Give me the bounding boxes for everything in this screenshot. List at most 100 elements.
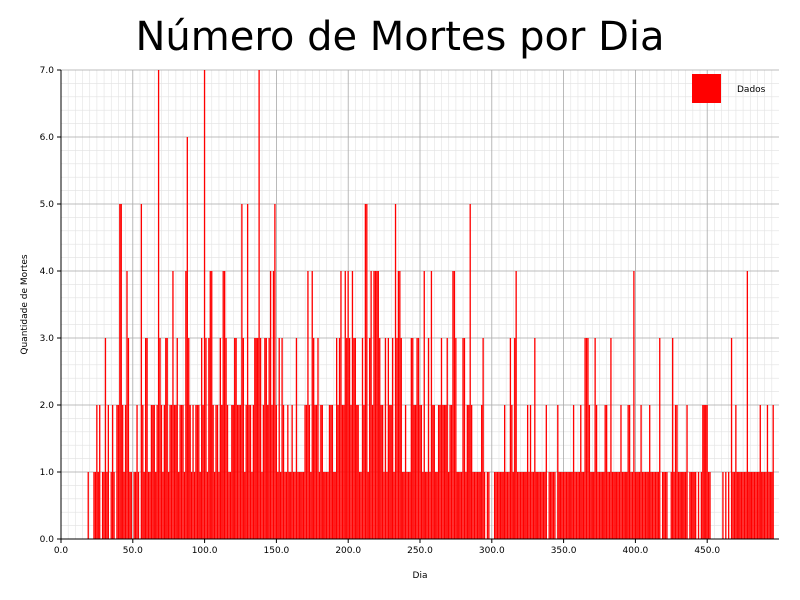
bar [113,472,115,539]
bar [300,472,302,539]
bar [432,405,434,539]
bar [481,405,483,539]
bar [758,472,760,539]
bar [323,472,325,539]
bar [298,472,300,539]
bar [369,338,371,539]
bar [541,472,543,539]
bar [264,338,266,539]
bar [595,405,598,539]
bar [348,338,351,539]
bar [473,472,476,539]
bar [87,472,89,539]
bar [393,472,395,539]
y-tick-label: 3.0 [40,334,55,344]
bar [498,472,500,539]
bar [387,338,390,539]
bar [643,472,645,539]
bar [574,472,576,539]
bar [96,405,98,539]
bar [103,472,105,539]
bar [582,472,585,539]
bar [684,472,687,539]
bar [529,405,532,539]
bar [353,338,355,539]
bar [613,472,615,539]
bar [683,472,685,539]
bar [358,472,361,539]
bar [627,405,629,539]
bar [459,472,461,539]
bar [216,405,219,539]
bar [620,405,622,539]
bar [686,405,688,539]
bar [104,338,107,539]
bar [313,338,315,539]
bar [515,271,517,539]
bar [257,338,259,539]
bar [178,472,180,539]
bar [295,338,298,539]
bar [508,472,510,539]
bar [406,472,408,539]
bar [143,472,145,539]
bar [376,271,378,539]
bar [145,338,147,539]
bar [111,405,114,539]
bar [133,472,135,539]
bar [493,472,496,539]
bar [478,472,480,539]
x-tick-label: 150.0 [264,546,290,556]
bar [185,271,187,539]
bar [314,405,316,539]
bar [621,472,624,539]
bar [577,472,579,539]
bar [119,204,121,539]
bar [278,338,280,539]
bar [338,338,341,539]
bar [568,472,570,539]
bar [703,405,705,539]
bar [208,338,210,539]
bar [215,405,217,539]
bar [561,472,563,539]
bar [150,405,153,539]
bar [267,405,269,539]
bar [505,472,507,539]
bar [570,472,572,539]
bar [410,338,412,539]
bar [175,405,177,539]
bar [94,472,97,539]
x-tick-label: 100.0 [192,546,218,556]
bar [305,405,308,539]
bar [416,338,418,539]
bar [661,472,664,539]
bar [647,472,649,539]
bar [511,405,513,539]
bar [692,472,694,539]
bar [628,405,631,539]
bar [384,338,387,539]
bar [356,405,358,539]
bar [610,338,612,539]
bar [771,472,773,539]
bar [450,405,453,539]
bar [315,405,318,539]
bar [155,472,157,539]
bar [521,472,523,539]
bar [241,204,243,539]
bar [554,472,556,539]
bar [137,472,140,539]
bar [516,472,519,539]
bar [501,472,503,539]
bar [142,405,144,539]
bar [740,472,743,539]
bar [335,338,338,539]
bar [542,472,545,539]
bar [341,405,344,539]
bar [728,472,730,539]
bar [745,472,747,539]
bar [443,405,446,539]
bar [659,338,661,539]
bar [196,405,199,539]
